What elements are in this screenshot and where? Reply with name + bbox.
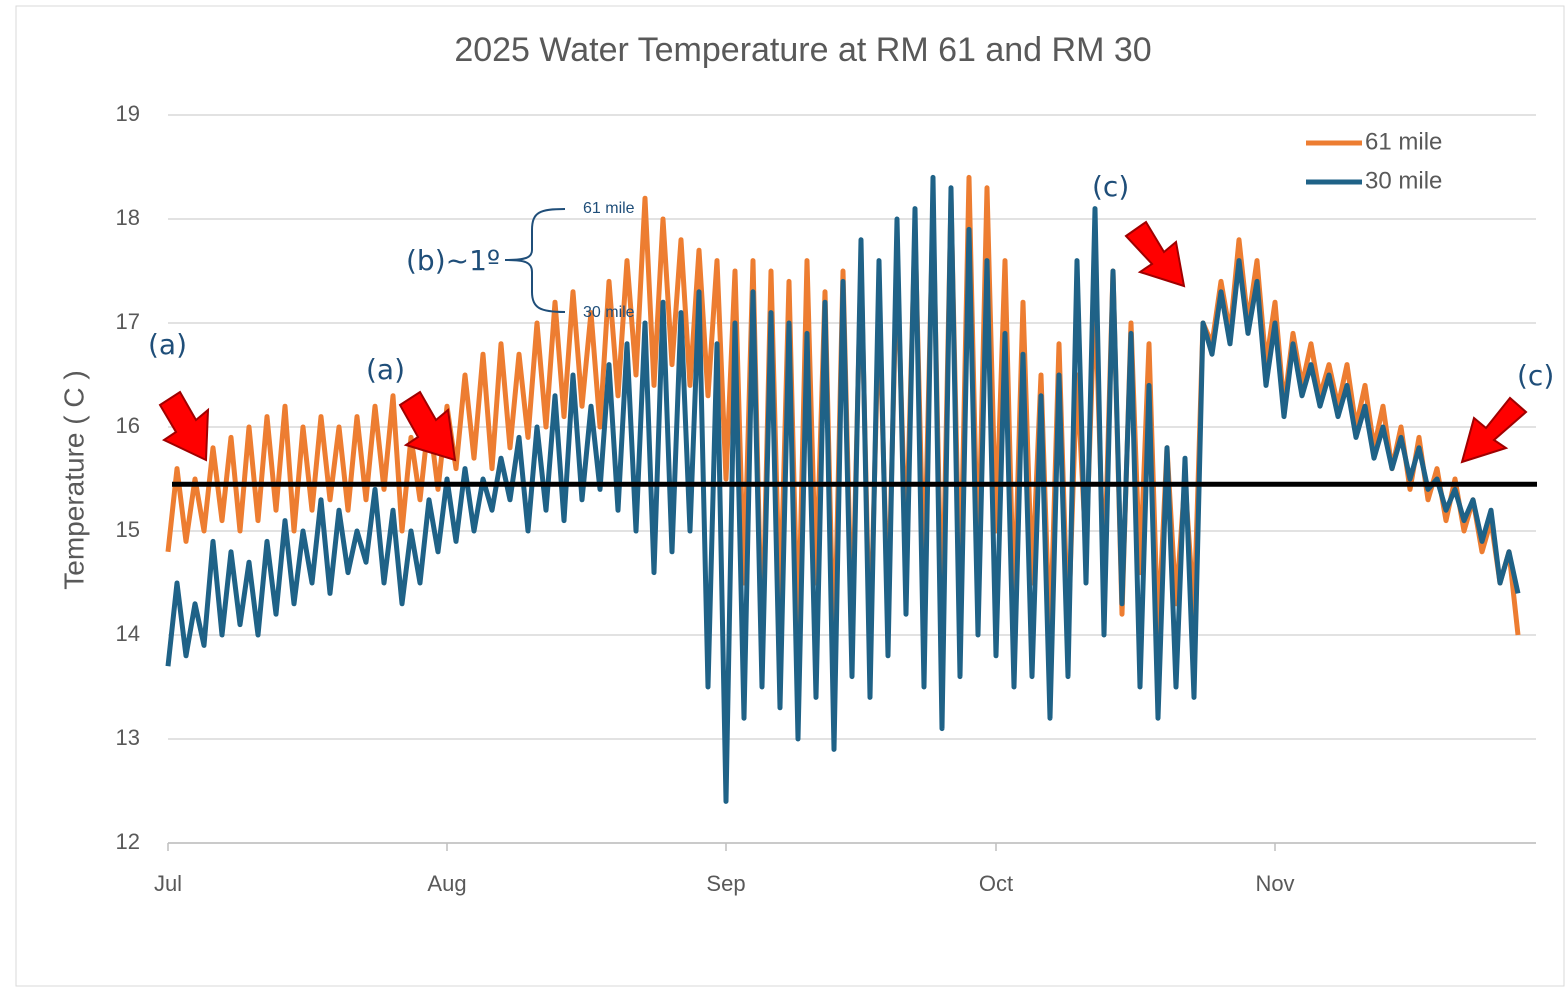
arrow [1124, 220, 1186, 288]
annotation: (c) [1092, 170, 1129, 203]
legend-label: 30 mile [1365, 167, 1442, 194]
brace [504, 208, 566, 313]
data-line [165, 174, 1521, 669]
x-tick-label: Oct [979, 871, 1013, 896]
annotation: (a) [366, 353, 405, 386]
data-line [165, 174, 1521, 804]
x-tick-label: Jul [154, 871, 182, 896]
x-tick-label: Nov [1255, 871, 1294, 896]
x-tick-label: Aug [427, 871, 466, 896]
y-tick-label: 19 [116, 101, 140, 126]
legend-label: 61 mile [1365, 128, 1442, 155]
annotation: (b)~1º [406, 244, 500, 277]
chart-title: 2025 Water Temperature at RM 61 and RM 3… [454, 31, 1151, 69]
y-tick-label: 14 [116, 621, 140, 646]
arrow [158, 390, 210, 462]
arrow [1460, 396, 1528, 464]
chart-frame [15, 5, 1565, 987]
annotation: (a) [148, 328, 187, 361]
y-tick-label: 15 [116, 517, 140, 542]
y-tick-label: 12 [116, 829, 140, 854]
annotation: (c) [1517, 359, 1554, 392]
y-tick-label: 18 [116, 205, 140, 230]
annotation: 61 mile [583, 200, 635, 217]
x-tick-label: Sep [706, 871, 745, 896]
y-tick-label: 13 [116, 725, 140, 750]
arrow [398, 390, 457, 462]
plot-area: 12 13 14 15 16 17 18 19 Jul Aug Sep Oct Nov [116, 101, 1537, 896]
y-tick-label: 16 [116, 413, 140, 438]
arrows [158, 220, 1528, 464]
y-tick-label: 17 [116, 309, 140, 334]
annotation: 30 mile [583, 304, 635, 321]
y-axis-label: Temperature ( C ) [58, 370, 89, 589]
